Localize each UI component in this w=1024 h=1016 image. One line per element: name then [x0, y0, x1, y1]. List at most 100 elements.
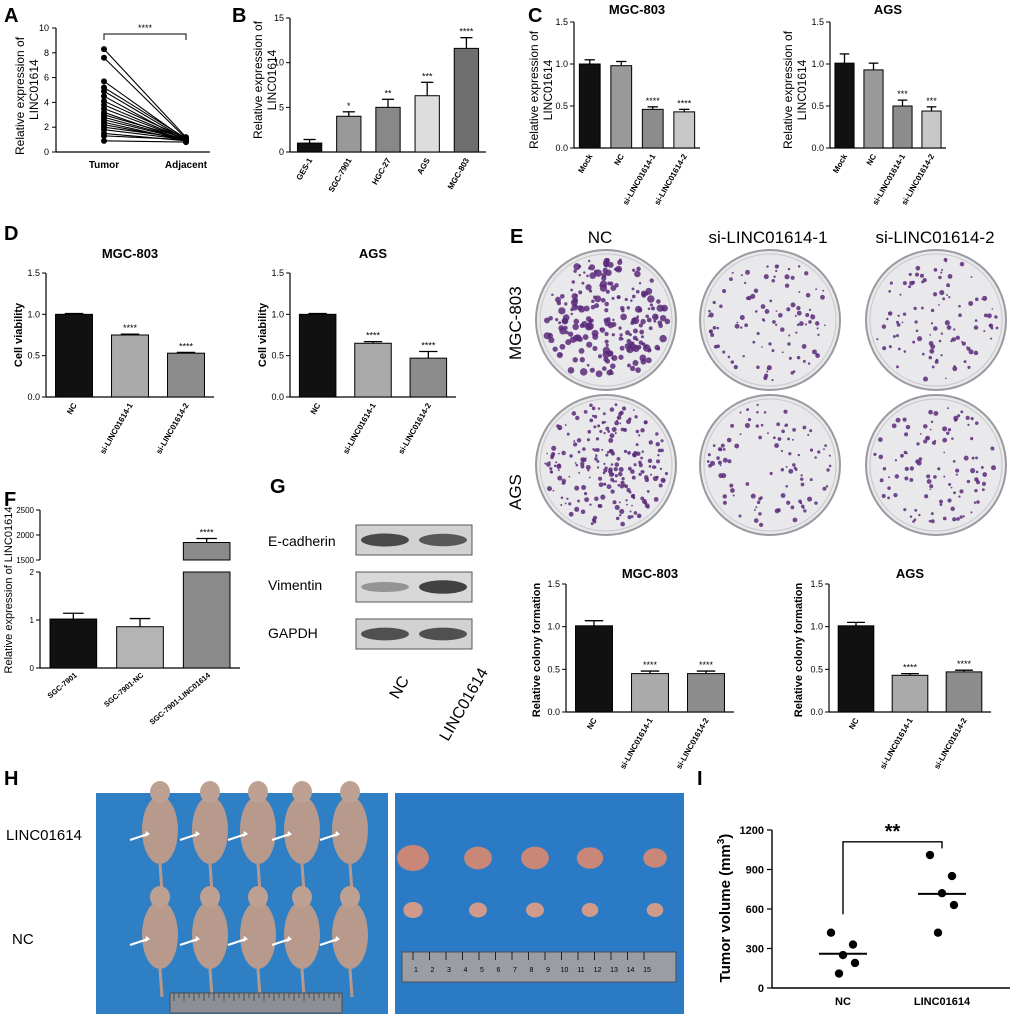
- colony-dot: [572, 442, 578, 447]
- colony-dot: [616, 294, 621, 300]
- colony-dot: [797, 453, 801, 457]
- chart-C1-significance: ****: [677, 98, 692, 108]
- colony-dot: [756, 332, 760, 336]
- colony-dot: [763, 375, 768, 381]
- colony-dot: [569, 454, 573, 458]
- colony-dot: [577, 336, 583, 343]
- colony-dot: [974, 297, 979, 302]
- colony-dot: [913, 306, 917, 311]
- colony-dot: [553, 464, 557, 468]
- chart-i-ytick-label: 600: [746, 904, 764, 916]
- chart-D2-ytick-label: 1.0: [271, 309, 284, 319]
- colony-dot: [739, 315, 745, 321]
- chart-i-point: [848, 940, 858, 949]
- colony-dot: [635, 367, 641, 373]
- chart-a-xtick-adjacent: Adjacent: [165, 160, 208, 171]
- chart-i-point: [949, 900, 959, 910]
- colony-dot: [929, 428, 932, 431]
- colony-dot: [817, 450, 821, 454]
- colony-dot: [909, 466, 915, 471]
- colony-dot: [587, 469, 590, 472]
- chart-e-ags-colony: 0.0 0.5 1.0 1.5 NC **** si-LINC01614-1 **** si-L…: [793, 566, 991, 771]
- colony-dot: [625, 499, 628, 502]
- colony-dot: [826, 468, 830, 472]
- colony-dot: [640, 318, 646, 325]
- colony-dot: [820, 294, 825, 300]
- mouse-head: [150, 886, 170, 908]
- colony-dot: [583, 271, 586, 274]
- chart-E1-ytick-label: 1.5: [547, 579, 560, 589]
- chart-a-ytick-label: 4: [44, 97, 49, 107]
- colony-dot: [958, 304, 961, 308]
- colony-dot: [953, 328, 956, 331]
- colony-dot: [981, 488, 985, 492]
- chart-C2-bar: [834, 62, 855, 149]
- colony-dot: [904, 432, 909, 437]
- colony-dot: [573, 318, 580, 325]
- colony-dot: [894, 459, 898, 462]
- colony-dot: [563, 325, 568, 331]
- chart-D1-bar: [55, 313, 93, 398]
- chart-C1-ytick-label: 1.0: [555, 59, 568, 69]
- colony-dot: [608, 438, 614, 443]
- mouse-tail: [208, 968, 214, 998]
- chart-D1-title: MGC-803: [102, 246, 158, 261]
- colony-dot: [573, 269, 577, 273]
- colony-dot: [896, 322, 901, 327]
- colony-dot: [557, 475, 563, 481]
- colony-dot: [603, 468, 608, 473]
- colony-dot: [632, 328, 638, 334]
- mouse-head: [340, 781, 360, 803]
- colony-dot: [777, 437, 782, 441]
- colony-dot: [561, 482, 564, 485]
- chart-i-significance: **: [885, 821, 901, 843]
- colony-dot: [955, 473, 958, 476]
- chart-a-pair-line: [103, 132, 187, 142]
- colony-dot: [794, 314, 797, 317]
- colony-dot: [657, 454, 660, 457]
- colony-dot: [709, 460, 716, 466]
- ruler-number: 2: [431, 967, 435, 974]
- colony-dot: [615, 516, 620, 521]
- mouse-body: [142, 901, 178, 969]
- colony-dot: [767, 432, 769, 435]
- colony-dot: [739, 433, 742, 436]
- colony-dish-rim: [539, 253, 673, 387]
- chart-a-point-tumor: [101, 132, 107, 139]
- colony-dot: [790, 371, 794, 375]
- colony-dot: [640, 335, 644, 339]
- mouse-body: [284, 901, 320, 969]
- colony-dot: [638, 472, 642, 476]
- colony-dot: [608, 469, 613, 474]
- colony-dot: [655, 459, 661, 464]
- chart-f-bar-lower: [182, 571, 231, 669]
- chart-E1-bar: [687, 673, 725, 713]
- colony-dot: [775, 310, 778, 312]
- colony-dot: [573, 440, 576, 443]
- colony-dot: [929, 333, 932, 336]
- chart-E2-ytick-label: 0.5: [810, 664, 823, 674]
- colony-dot: [973, 501, 977, 504]
- chart-E1-ytick-label: 1.0: [547, 622, 560, 632]
- colony-dot: [915, 459, 920, 464]
- colony-dot: [924, 494, 929, 499]
- colony-dot: [650, 306, 656, 311]
- colony-dot: [645, 357, 652, 364]
- colony-dot: [583, 305, 590, 312]
- chart-B-xtick-label: HGC-27: [370, 156, 393, 186]
- colony-dot: [589, 367, 595, 373]
- chart-a-ytick-label: 10: [39, 23, 49, 33]
- colony-dot: [804, 323, 807, 326]
- colony-dot: [597, 407, 601, 410]
- colony-dot: [915, 329, 919, 333]
- colony-dot: [776, 422, 781, 427]
- chart-a-significance-bracket: [103, 33, 187, 40]
- colony-dot: [632, 268, 636, 272]
- colony-dot: [557, 463, 561, 467]
- colony-dot: [948, 296, 951, 299]
- colony-dot: [783, 409, 788, 414]
- chart-a-ytick-label: 0: [44, 147, 49, 157]
- panel-e-row-ags: AGS: [506, 474, 525, 510]
- chart-a-ytick-label: 8: [44, 48, 49, 58]
